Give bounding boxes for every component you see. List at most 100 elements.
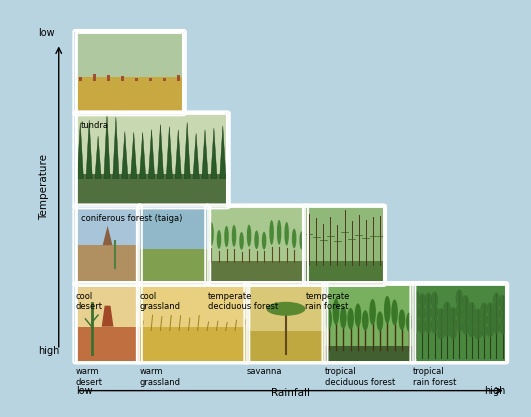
Bar <box>208 228 305 230</box>
Bar <box>76 281 139 282</box>
Bar <box>76 131 506 139</box>
Bar <box>325 355 413 357</box>
Bar <box>76 353 506 362</box>
Bar <box>247 355 325 357</box>
Bar <box>76 48 506 57</box>
Bar <box>247 292 325 293</box>
Bar <box>76 153 506 158</box>
Bar <box>76 221 506 230</box>
Bar <box>139 286 247 287</box>
Bar <box>413 303 506 304</box>
Bar <box>76 256 139 258</box>
Bar <box>76 123 506 131</box>
Bar <box>139 228 208 230</box>
Bar <box>325 340 413 342</box>
Bar <box>76 309 139 310</box>
Text: cool
grassland: cool grassland <box>139 292 181 311</box>
Bar <box>76 90 506 98</box>
Bar <box>76 84 183 85</box>
Bar <box>247 314 325 315</box>
Bar <box>305 234 383 236</box>
Bar <box>208 224 305 225</box>
Bar <box>76 103 506 109</box>
Bar <box>247 309 325 310</box>
Bar <box>247 290 325 292</box>
Bar <box>305 271 383 273</box>
Bar <box>208 264 305 265</box>
Bar <box>76 270 139 271</box>
Bar <box>76 145 227 147</box>
Bar <box>139 321 247 323</box>
Bar <box>139 342 247 343</box>
Bar <box>76 332 139 334</box>
Bar <box>208 258 305 259</box>
Bar <box>305 248 383 250</box>
Bar <box>139 276 208 278</box>
Bar <box>76 40 183 42</box>
Bar <box>208 250 305 251</box>
Bar <box>139 340 247 342</box>
Bar <box>139 226 208 228</box>
Bar <box>413 310 506 312</box>
Bar <box>247 287 325 289</box>
Bar <box>76 163 227 166</box>
Bar <box>76 112 183 113</box>
Text: low: low <box>38 28 54 38</box>
Bar <box>139 279 208 281</box>
Bar <box>305 206 383 208</box>
Bar <box>413 321 506 323</box>
Bar <box>247 327 325 329</box>
Bar <box>305 261 383 262</box>
Bar <box>76 307 139 309</box>
Bar <box>76 342 139 343</box>
Bar <box>139 264 208 265</box>
Bar <box>139 247 208 248</box>
Bar <box>305 253 383 254</box>
Bar <box>76 94 183 95</box>
Bar <box>76 35 183 37</box>
Bar <box>413 326 506 327</box>
Ellipse shape <box>418 318 426 334</box>
Bar <box>76 177 227 178</box>
Bar <box>247 329 325 331</box>
Bar <box>305 279 383 281</box>
Bar <box>76 306 506 312</box>
Bar <box>139 303 247 304</box>
Bar <box>208 222 305 224</box>
Bar <box>139 312 247 314</box>
Bar <box>76 113 227 115</box>
Bar <box>76 224 139 225</box>
Bar <box>413 340 506 342</box>
Ellipse shape <box>412 317 419 333</box>
Bar <box>149 78 152 81</box>
Bar <box>76 337 506 345</box>
Text: low: low <box>76 387 92 397</box>
Bar <box>76 156 506 164</box>
Bar <box>76 69 183 71</box>
Bar <box>76 241 139 242</box>
Bar <box>247 331 325 362</box>
Bar <box>208 256 305 258</box>
Bar <box>208 270 305 271</box>
Bar <box>139 213 208 214</box>
Ellipse shape <box>332 299 339 325</box>
Ellipse shape <box>277 220 281 245</box>
Bar <box>76 275 139 276</box>
Ellipse shape <box>355 304 361 327</box>
Bar <box>325 354 413 355</box>
Ellipse shape <box>262 232 267 250</box>
Ellipse shape <box>209 222 214 246</box>
Bar <box>76 251 139 253</box>
Bar <box>247 359 325 360</box>
Bar <box>76 79 183 81</box>
Bar <box>208 213 305 214</box>
Bar <box>76 48 183 50</box>
Bar <box>76 181 227 182</box>
Text: cool
desert: cool desert <box>76 292 103 311</box>
Bar <box>76 235 506 241</box>
Ellipse shape <box>443 323 451 337</box>
Bar <box>139 219 208 220</box>
Bar <box>76 247 139 248</box>
Bar <box>325 351 413 352</box>
Bar <box>325 342 413 343</box>
